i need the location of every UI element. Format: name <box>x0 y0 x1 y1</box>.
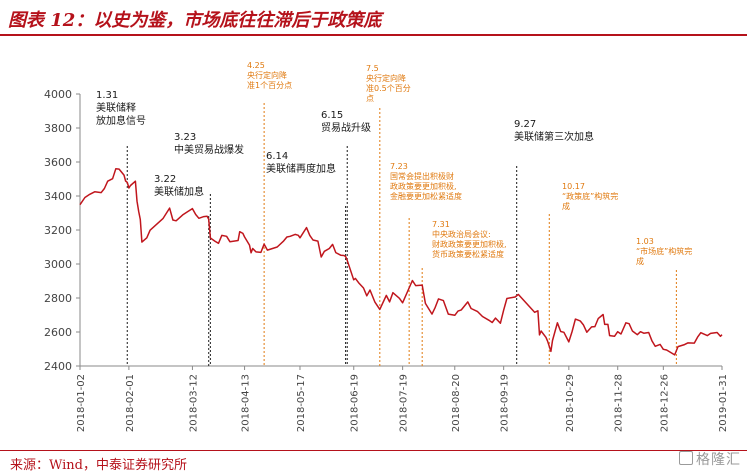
annotation-text: 中央政治局会议: <box>432 229 491 239</box>
annotation-text: 3.23 <box>174 132 196 143</box>
annotation-text: 点 <box>366 94 374 103</box>
annotation-text: 6.15 <box>321 110 343 121</box>
x-tick-label: 2018-04-13 <box>241 374 252 432</box>
annotation-text: 央行定向降 <box>366 73 406 83</box>
annotation-text: 放加息信号 <box>96 114 146 127</box>
annotation-text: 4.25 <box>247 61 265 70</box>
annotation-text: 1.03 <box>636 237 654 246</box>
annotation-text: 准0.5个百分 <box>366 83 411 93</box>
y-tick-label: 3400 <box>44 190 72 203</box>
annotation-text: 政政策要更加积极, <box>390 181 457 191</box>
annotation-text: 央行定向降 <box>247 70 287 80</box>
x-tick-label: 2019-01-31 <box>718 374 729 432</box>
y-tick-label: 3600 <box>44 156 72 169</box>
annotation-text: 成 <box>562 201 570 211</box>
annotation-text: 金融要更加松紧适度 <box>390 191 462 201</box>
annotation-text: 财政政策要更加积极, <box>432 239 507 249</box>
watermark-logo: 格隆汇 <box>679 449 741 469</box>
y-tick-label: 3800 <box>44 122 72 135</box>
y-tick-label: 3000 <box>44 258 72 271</box>
index-series-line <box>79 168 723 356</box>
annotation-text: 美联储第三次加息 <box>514 130 594 143</box>
annotation-text: “市场底”构筑完 <box>636 246 692 256</box>
annotation-text: 美联储再度加息 <box>266 162 336 175</box>
annotation-text: 准1个百分点 <box>247 80 292 90</box>
x-tick-label: 2018-07-19 <box>399 374 410 432</box>
annotation-text: 9.27 <box>514 119 536 130</box>
annotation-text: “政策底”构筑完 <box>562 191 618 201</box>
annotation-text: 美联储加息 <box>154 185 204 198</box>
x-tick-label: 2018-05-17 <box>296 374 307 432</box>
source-rule <box>0 450 747 451</box>
annotation-text: 货币政策要松紧适度 <box>432 249 504 259</box>
annotation-text: 成 <box>636 256 644 266</box>
annotation-text: 7.5 <box>366 64 379 73</box>
y-tick-label: 2600 <box>44 326 72 339</box>
title-rule <box>0 34 747 36</box>
y-tick-label: 4000 <box>44 88 72 101</box>
annotation-text: 3.22 <box>154 174 176 185</box>
x-tick-label: 2018-10-29 <box>565 374 576 432</box>
x-tick-label: 2018-11-28 <box>614 374 625 432</box>
x-tick-label: 2018-08-20 <box>451 374 462 432</box>
watermark-text: 格隆汇 <box>696 452 741 468</box>
x-tick-label: 2018-06-19 <box>350 374 361 432</box>
annotation-text: 中美贸易战爆发 <box>174 143 244 156</box>
annotation-text: 贸易战升级 <box>321 122 371 134</box>
y-tick-label: 2800 <box>44 292 72 305</box>
y-tick-label: 2400 <box>44 360 72 373</box>
annotation-text: 美联储释 <box>96 101 136 114</box>
annotation-text: 7.31 <box>432 220 450 229</box>
chart-area: 2400 2600 2800 3000 3200 3400 3600 3800 4000 2018… <box>44 61 729 432</box>
x-tick-label: 2018-02-01 <box>125 374 136 432</box>
x-tick-label: 2018-09-19 <box>500 374 511 432</box>
annotation-text: 6.14 <box>266 151 288 162</box>
x-tick-label: 2018-12-26 <box>659 374 670 432</box>
annotation-text: 10.17 <box>562 182 585 191</box>
x-tick-label: 2018-01-02 <box>76 374 87 432</box>
annotation-text: 7.23 <box>390 162 408 171</box>
watermark-box-icon <box>679 451 693 465</box>
annotation-text: 国常会提出积极财 <box>390 171 454 181</box>
annotation-text: 1.31 <box>96 90 118 101</box>
figure-title: 图表 12：以史为鉴，市场底往往滞后于政策底 <box>8 10 382 31</box>
x-tick-label: 2018-03-12 <box>188 374 199 432</box>
source-note: 来源：Wind，中泰证券研究所 <box>10 458 187 473</box>
y-tick-label: 3200 <box>44 224 72 237</box>
